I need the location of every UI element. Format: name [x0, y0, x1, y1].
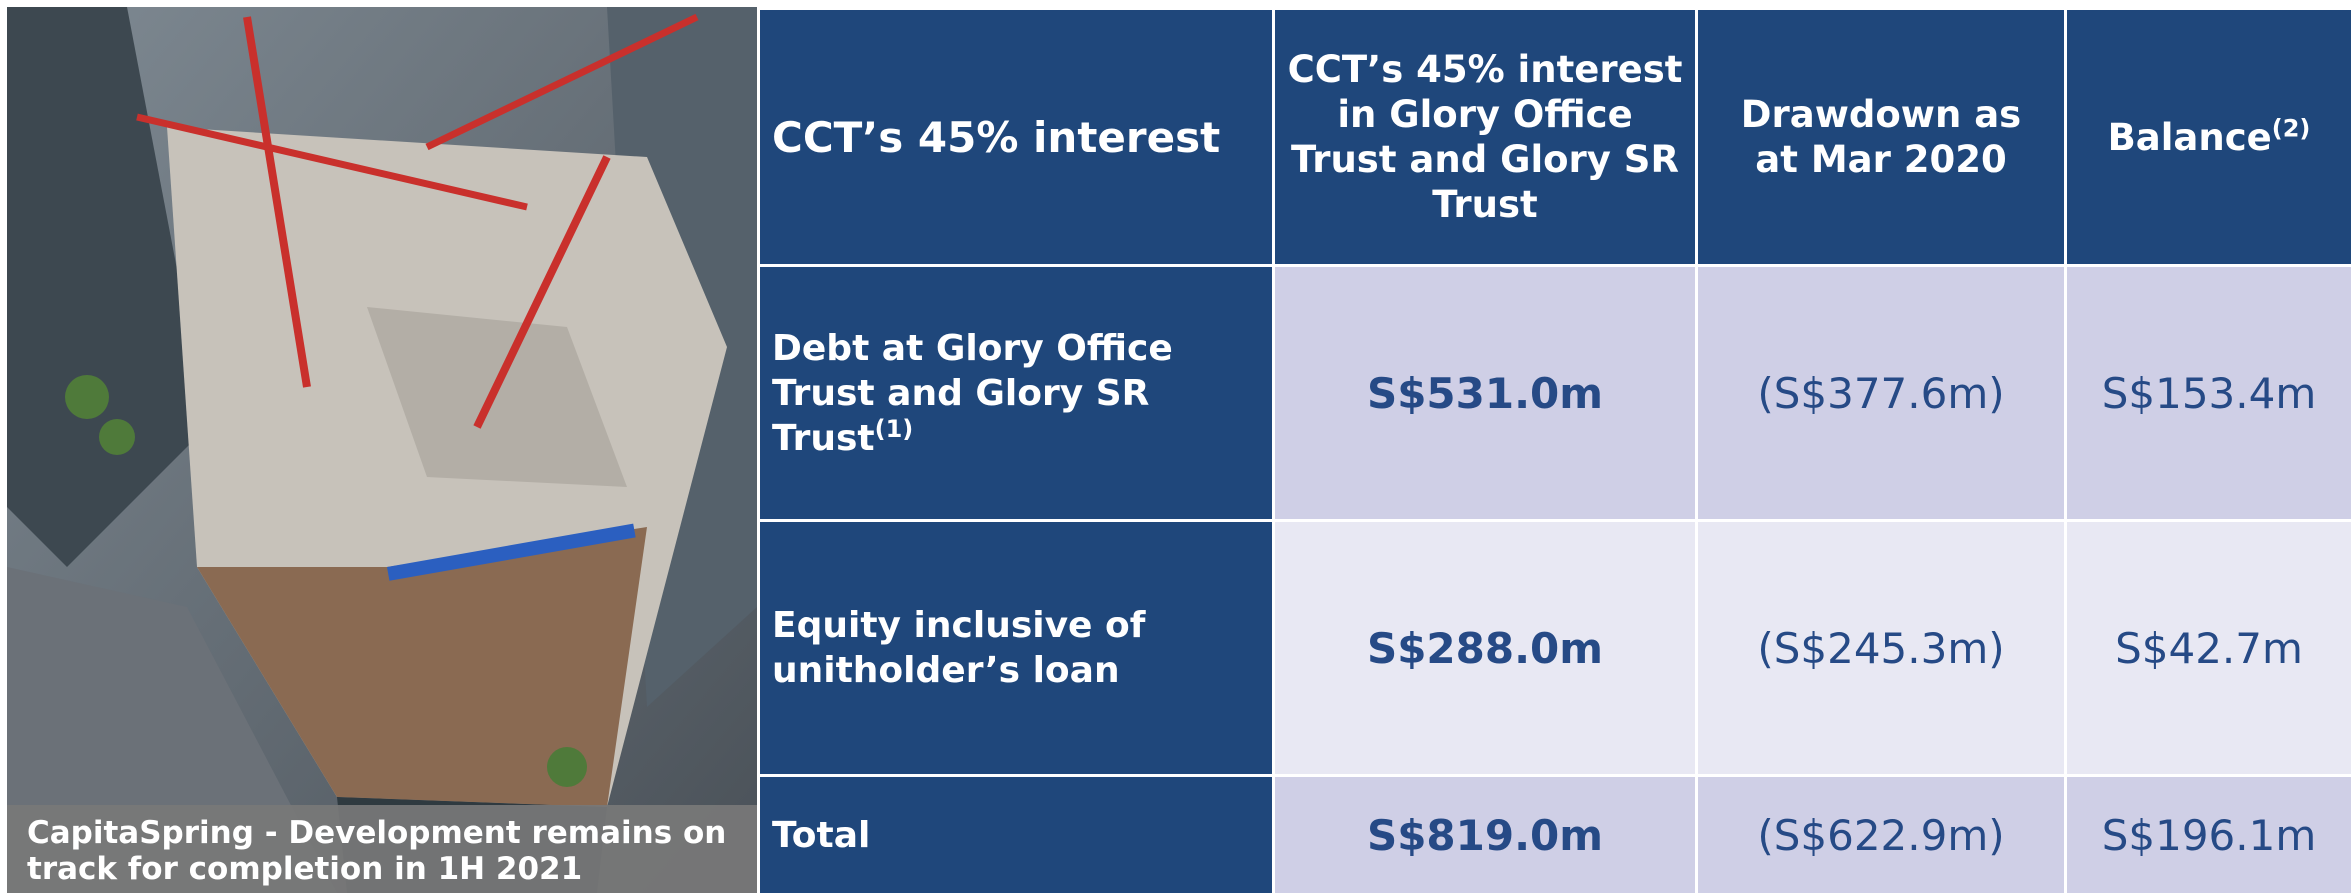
- value-cell: S$42.7m: [2067, 522, 2351, 774]
- cell-text: (S$245.3m): [1757, 623, 2005, 673]
- cell-text: S$531.0m: [1366, 368, 1604, 418]
- cell-content: (S$622.9m): [1757, 811, 2004, 860]
- photo: CapitaSpring - Development remains on tr…: [7, 7, 757, 893]
- cell-text: Balance: [2107, 115, 2272, 159]
- value-cell: S$288.0m: [1275, 522, 1695, 774]
- cell-content: Equity inclusive of unitholder’s loan: [772, 603, 1242, 693]
- cell-content: S$153.4m: [2102, 369, 2317, 418]
- cell-content: (S$245.3m): [1757, 624, 2004, 673]
- cell-content: (S$377.6m): [1757, 369, 2004, 418]
- value-cell: (S$377.6m): [1698, 267, 2064, 519]
- cell-text: S$42.7m: [2115, 623, 2303, 673]
- value-cell: (S$245.3m): [1698, 522, 2064, 774]
- cell-text: CCT’s 45% interest in Glory Office Trust…: [1287, 48, 1683, 226]
- footnote-ref: (2): [2271, 114, 2311, 143]
- value-cell: S$531.0m: [1275, 267, 1695, 519]
- value-cell: S$819.0m: [1275, 777, 1695, 893]
- table: CCT’s 45% interest CCT’s 45% interest in …: [760, 10, 2351, 893]
- cell-content: S$531.0m: [1367, 369, 1603, 418]
- footnote-ref: (1): [874, 414, 914, 443]
- cell-text: Equity inclusive of unitholder’s loan: [772, 605, 1146, 691]
- cell-text: S$819.0m: [1366, 810, 1604, 860]
- cell-content: S$42.7m: [2115, 624, 2303, 673]
- cell-content: S$196.1m: [2102, 811, 2317, 860]
- row-label: Equity inclusive of unitholder’s loan: [760, 522, 1272, 774]
- cell-text: Total: [772, 814, 871, 856]
- cell-text: (S$377.6m): [1757, 368, 2005, 418]
- header-cell: CCT’s 45% interest: [760, 10, 1272, 264]
- cell-content: CCT’s 45% interest in Glory Office Trust…: [1283, 47, 1687, 227]
- cell-text: Drawdown as at Mar 2020: [1740, 93, 2022, 181]
- header-cell: CCT’s 45% interest in Glory Office Trust…: [1275, 10, 1695, 264]
- cell-text: CCT’s 45% interest: [772, 112, 1221, 162]
- cell-text: (S$622.9m): [1757, 810, 2005, 860]
- row-label: Debt at Glory Office Trust and Glory SR …: [760, 267, 1272, 519]
- photo-caption: CapitaSpring - Development remains on tr…: [7, 805, 757, 893]
- cell-text: S$288.0m: [1366, 623, 1604, 673]
- cell-text: S$196.1m: [2101, 810, 2317, 860]
- row-label: Total: [760, 777, 1272, 893]
- cell-content: S$819.0m: [1367, 811, 1603, 860]
- cell-text: S$153.4m: [2101, 368, 2317, 418]
- cell-content: Total: [772, 813, 870, 858]
- value-cell: (S$622.9m): [1698, 777, 2064, 893]
- cell-content: CCT’s 45% interest: [772, 115, 1220, 160]
- value-cell: S$196.1m: [2067, 777, 2351, 893]
- cell-content: Drawdown as at Mar 2020: [1731, 92, 2031, 182]
- cell-content: Balance(2): [2108, 115, 2311, 160]
- value-cell: S$153.4m: [2067, 267, 2351, 519]
- photo-image: [7, 7, 757, 893]
- cell-content: S$288.0m: [1367, 624, 1603, 673]
- header-cell: Balance(2): [2067, 10, 2351, 264]
- cell-text: Debt at Glory Office Trust and Glory SR …: [772, 327, 1173, 459]
- cell-content: Debt at Glory Office Trust and Glory SR …: [772, 326, 1242, 461]
- header-cell: Drawdown as at Mar 2020: [1698, 10, 2064, 264]
